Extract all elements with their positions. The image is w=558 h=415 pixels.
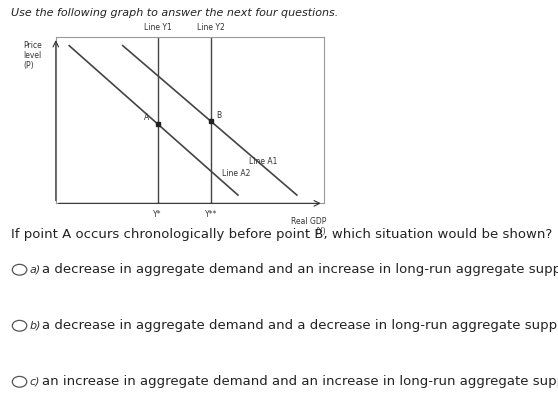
Text: Y*: Y* bbox=[153, 210, 162, 219]
Text: Line A1: Line A1 bbox=[249, 157, 277, 166]
Text: an increase in aggregate demand and an increase in long-run aggregate supply: an increase in aggregate demand and an i… bbox=[42, 375, 558, 388]
Text: A: A bbox=[145, 113, 150, 122]
Text: B: B bbox=[217, 111, 222, 120]
Text: b): b) bbox=[30, 321, 41, 331]
Text: a): a) bbox=[30, 265, 41, 275]
Text: Line Y1: Line Y1 bbox=[144, 23, 171, 32]
Text: Y**: Y** bbox=[205, 210, 217, 219]
Text: If point A occurs chronologically before point B, which situation would be shown: If point A occurs chronologically before… bbox=[11, 228, 552, 241]
Text: Line A2: Line A2 bbox=[222, 169, 250, 178]
Text: Price
level
(P): Price level (P) bbox=[23, 41, 42, 71]
Text: a decrease in aggregate demand and an increase in long-run aggregate supply: a decrease in aggregate demand and an in… bbox=[42, 263, 558, 276]
Text: a decrease in aggregate demand and a decrease in long-run aggregate supply: a decrease in aggregate demand and a dec… bbox=[42, 319, 558, 332]
Text: Line Y2: Line Y2 bbox=[198, 23, 225, 32]
Text: Real GDP
(Y): Real GDP (Y) bbox=[291, 217, 326, 236]
Text: c): c) bbox=[30, 377, 40, 387]
Text: Use the following graph to answer the next four questions.: Use the following graph to answer the ne… bbox=[11, 8, 338, 18]
